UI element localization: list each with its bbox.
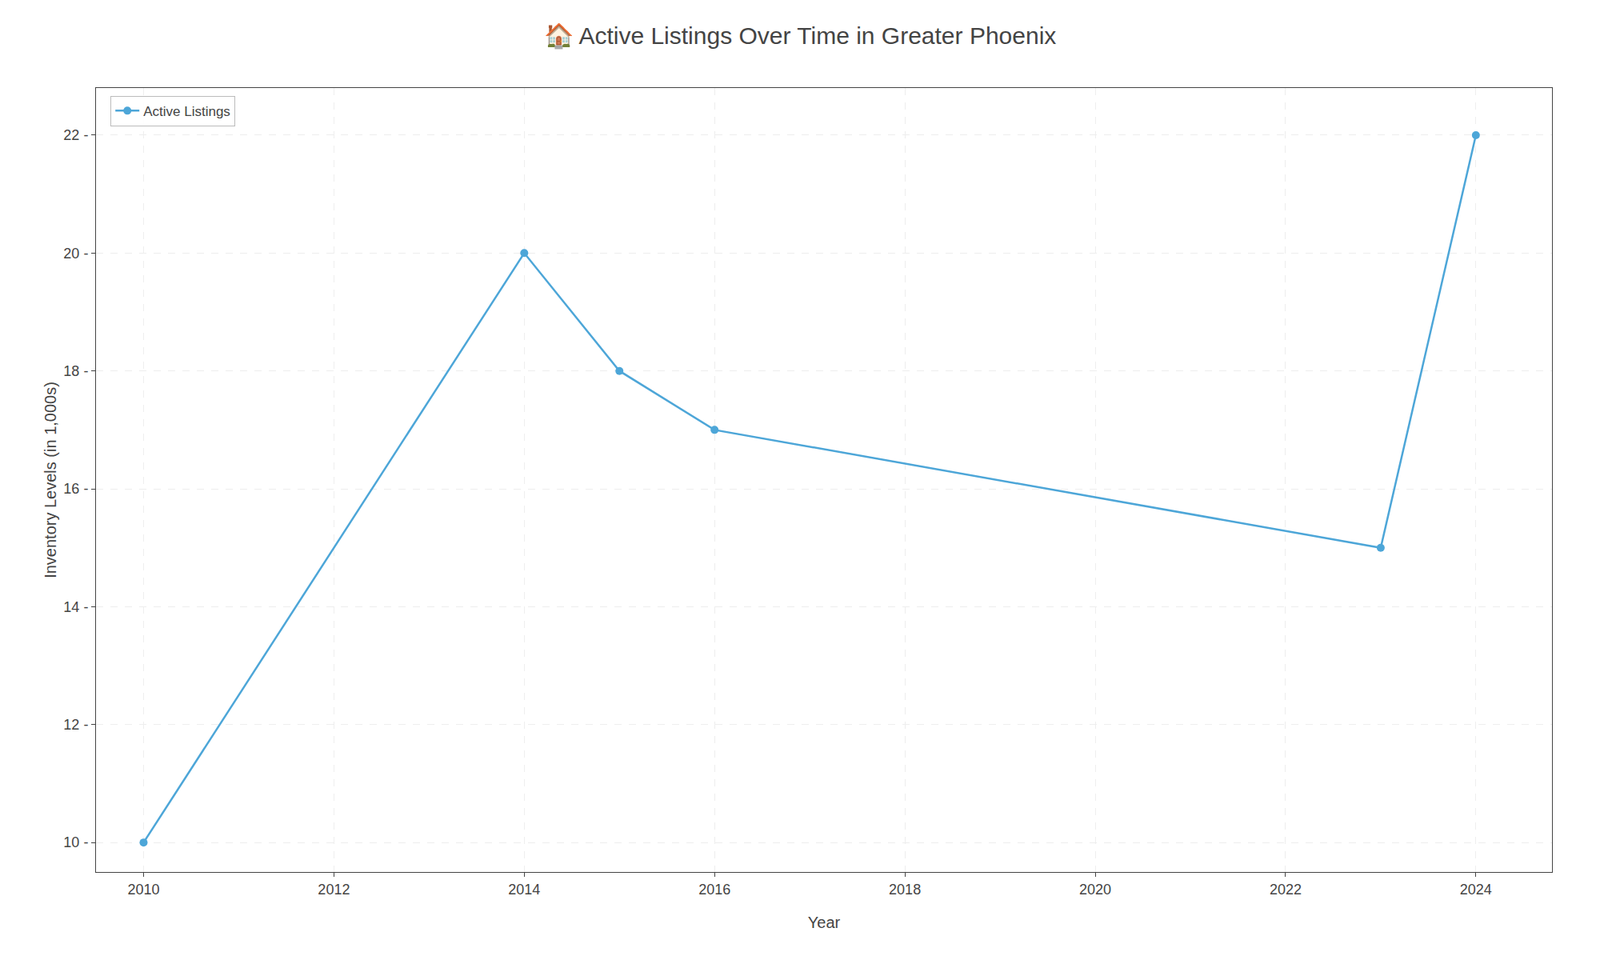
svg-text:20 -: 20 - [63, 245, 88, 262]
svg-text:2022: 2022 [1269, 881, 1302, 898]
svg-text:2016: 2016 [698, 881, 731, 898]
svg-text:Active Listings: Active Listings [143, 104, 231, 120]
svg-text:10 -: 10 - [63, 834, 88, 851]
svg-text:2020: 2020 [1079, 881, 1112, 898]
svg-text:2010: 2010 [127, 881, 160, 898]
svg-text:14 -: 14 - [63, 599, 88, 616]
svg-text:Year: Year [808, 913, 841, 932]
svg-text:2014: 2014 [508, 881, 540, 898]
svg-text:2024: 2024 [1460, 881, 1492, 898]
svg-text:12 -: 12 - [63, 716, 88, 733]
svg-text:🏠 Active Listings Over Time i: 🏠 Active Listings Over Time in Greater P… [544, 22, 1057, 50]
svg-text:Inventory Levels (in 1,000s): Inventory Levels (in 1,000s) [41, 381, 60, 579]
svg-text:2018: 2018 [888, 881, 921, 898]
svg-text:2012: 2012 [317, 881, 350, 898]
svg-text:18 -: 18 - [63, 363, 88, 380]
svg-text:22 -: 22 - [63, 127, 88, 144]
svg-text:16 -: 16 - [63, 480, 88, 497]
